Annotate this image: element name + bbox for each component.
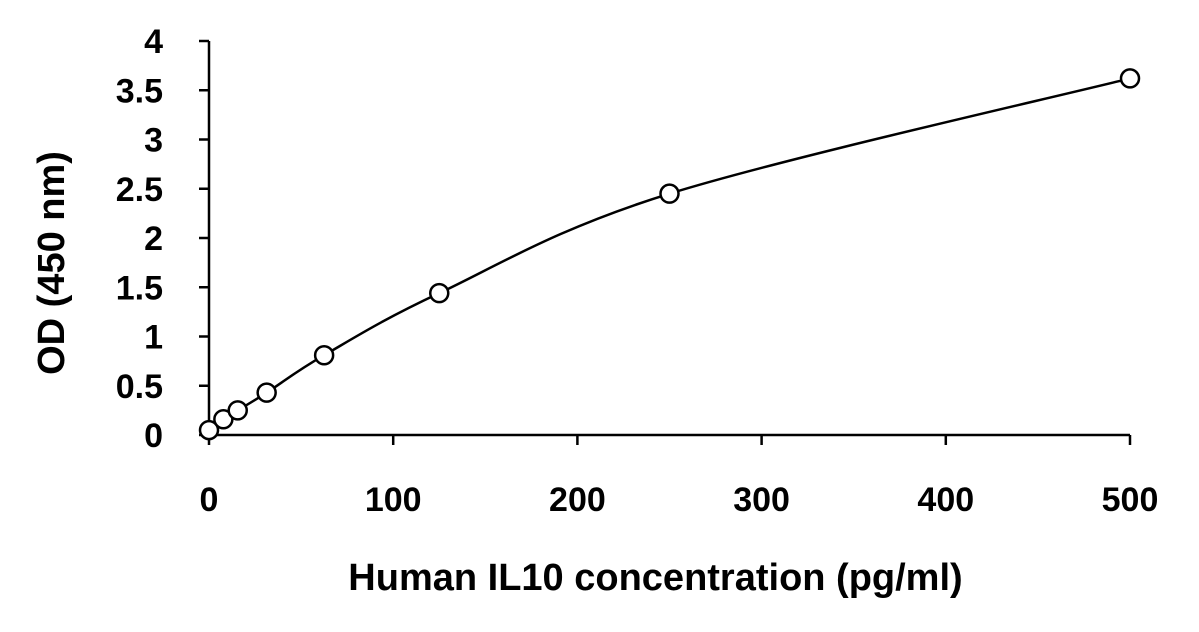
y-tick-label: 0 [144, 417, 163, 455]
data-point [198, 419, 220, 441]
y-ticks: 0 0.5 1 1.5 2 2.5 3 3.5 4 [116, 23, 209, 455]
y-tick-label: 4 [144, 23, 163, 61]
axes [207, 41, 1130, 437]
x-tick-label: 300 [733, 481, 790, 519]
data-point [227, 400, 248, 421]
y-tick-label: 3 [144, 122, 163, 160]
x-tick-label: 200 [549, 481, 606, 519]
data-point [429, 282, 450, 304]
x-tick-label: 400 [917, 481, 974, 519]
x-tick-label: 500 [1102, 481, 1159, 519]
data-point [659, 183, 680, 204]
data-point [313, 344, 335, 366]
data-points [198, 68, 1141, 441]
y-axis-title: OD (450 nm) [31, 151, 73, 375]
y-tick-label: 1 [144, 319, 163, 357]
y-tick-label: 2 [144, 220, 163, 258]
data-point [256, 382, 277, 403]
data-point [1119, 68, 1141, 89]
y-tick-label: 3.5 [116, 72, 163, 110]
x-axis-title: Human IL10 concentration (pg/ml) [348, 557, 962, 599]
y-tick-label: 1.5 [116, 269, 163, 307]
y-tick-label: 2.5 [116, 171, 163, 209]
data-point [213, 408, 234, 430]
y-tick-label: 0.5 [116, 368, 163, 406]
x-tick-label: 100 [365, 481, 422, 519]
fit-curve [208, 77, 1131, 432]
x-tick-label: 0 [200, 481, 219, 519]
x-ticks: 0 100 200 300 400 500 [200, 435, 1159, 519]
